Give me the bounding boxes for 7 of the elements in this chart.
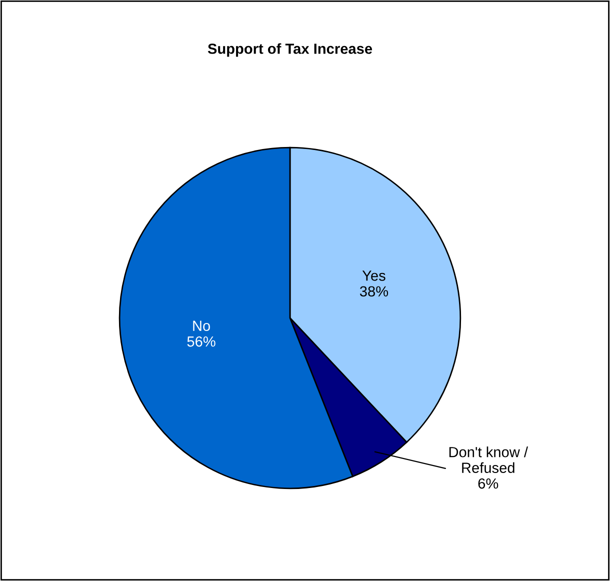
data-label: 38% xyxy=(360,286,388,297)
chart-title: Support of Tax Increase xyxy=(208,43,372,57)
data-label: 56% xyxy=(187,336,216,347)
slice-label: Don't know / Refused xyxy=(449,446,528,473)
slice-label: Yes xyxy=(362,270,386,281)
slice-label: No xyxy=(193,320,210,331)
data-label: 6% xyxy=(478,478,498,489)
